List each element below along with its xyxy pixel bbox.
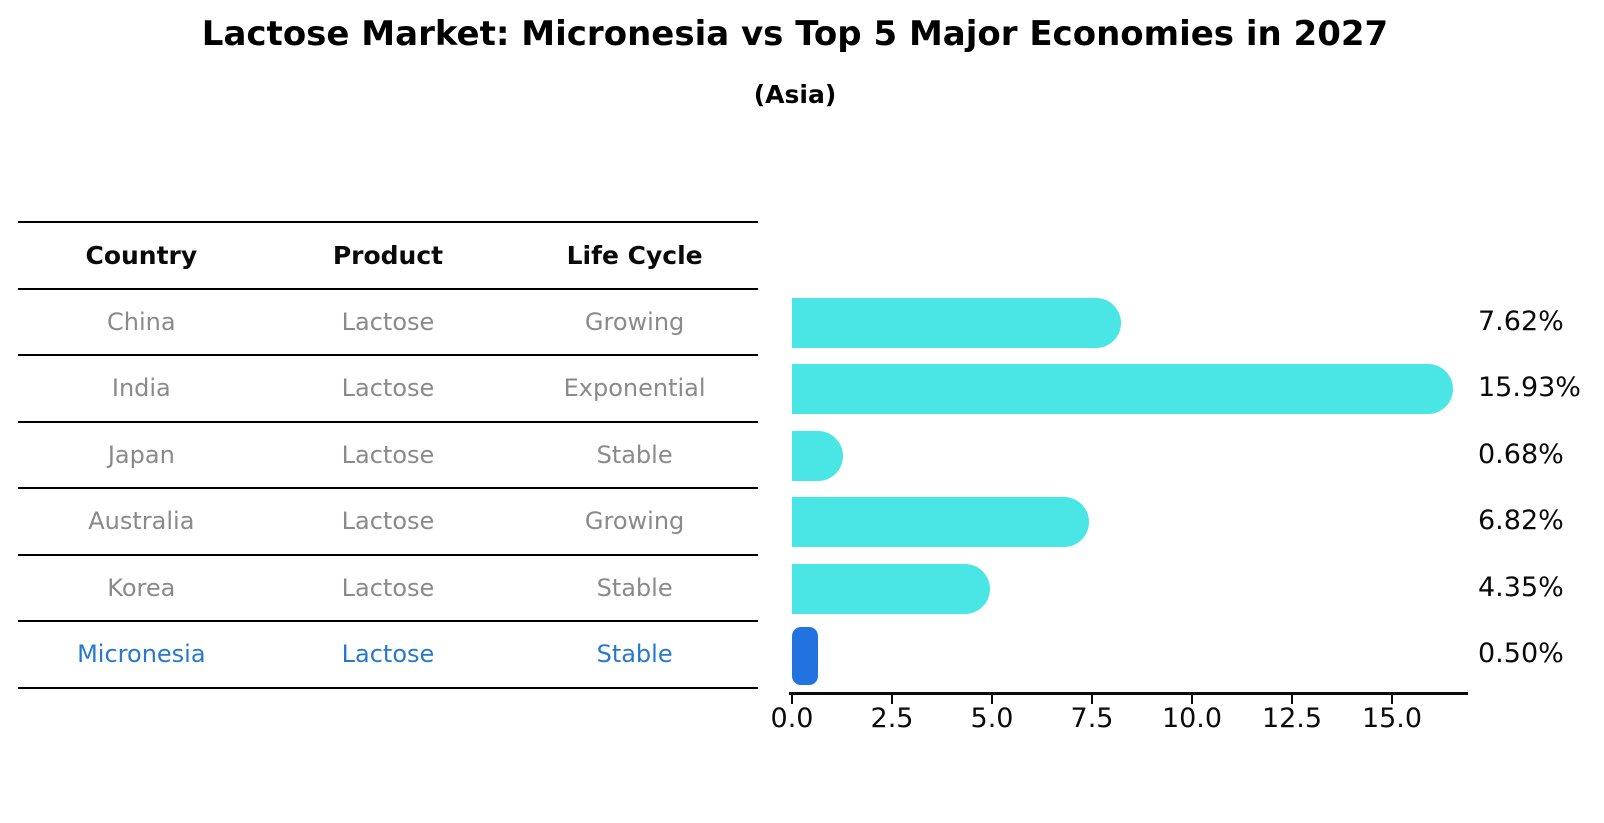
cell-product: Lactose	[341, 507, 435, 536]
country-table: Country Product Life Cycle China Lactose G…	[18, 221, 758, 689]
x-axis-tick	[1391, 695, 1393, 704]
cell-life-cycle: Stable	[596, 440, 673, 469]
x-axis-tick	[991, 695, 993, 704]
cell-country: Japan	[107, 440, 175, 469]
value-label-china: 7.62%	[1478, 305, 1564, 337]
cell-country: India	[111, 374, 171, 403]
table-row-india: India Lactose Exponential	[18, 356, 758, 423]
value-label-micronesia: 0.50%	[1478, 638, 1564, 670]
x-axis-tick	[1191, 695, 1193, 704]
x-axis-tick	[1091, 695, 1093, 704]
cell-product: Lactose	[341, 374, 435, 403]
cell-product: Lactose	[341, 640, 435, 669]
x-axis-tick	[1291, 695, 1293, 704]
chart-title: Lactose Market: Micronesia vs Top 5 Majo…	[201, 14, 1389, 54]
x-axis-tick-label: 15.0	[1361, 703, 1423, 734]
x-axis-line	[789, 692, 1468, 695]
column-header-life-cycle: Life Cycle	[566, 240, 703, 270]
cell-life-cycle: Growing	[584, 507, 685, 536]
x-axis-tick-label: 12.5	[1261, 703, 1323, 734]
table-row-korea: Korea Lactose Stable	[18, 556, 758, 622]
x-axis-tick-label: 5.0	[970, 703, 1014, 734]
table-body: China Lactose Growing India Lactose Exponenti…	[18, 290, 758, 689]
table-row-australia: Australia Lactose Growing	[18, 489, 758, 556]
bar-korea	[792, 563, 990, 614]
value-label-australia: 6.82%	[1478, 505, 1564, 537]
column-header-country: Country	[85, 240, 198, 270]
column-header-product: Product	[332, 240, 444, 270]
x-axis-tick-label: 2.5	[870, 703, 914, 734]
cell-product: Lactose	[341, 307, 435, 336]
x-axis-tick	[791, 695, 793, 704]
cell-life-cycle: Stable	[596, 640, 673, 669]
x-axis-tick-label: 7.5	[1070, 703, 1114, 734]
bar-japan	[792, 430, 843, 481]
value-label-japan: 0.68%	[1478, 438, 1564, 470]
bar-micronesia	[792, 627, 818, 686]
cell-country: Australia	[88, 507, 195, 536]
cell-product: Lactose	[341, 440, 435, 469]
cell-product: Lactose	[341, 573, 435, 602]
cell-life-cycle: Exponential	[563, 374, 706, 403]
bar-australia	[792, 497, 1089, 548]
cell-country: Micronesia	[77, 640, 206, 669]
cell-country: China	[107, 307, 176, 336]
cell-life-cycle: Stable	[596, 573, 673, 602]
table-row-china: China Lactose Growing	[18, 290, 758, 356]
table-row-japan: Japan Lactose Stable	[18, 423, 758, 489]
x-axis-tick	[891, 695, 893, 704]
bar-china	[792, 297, 1121, 348]
x-axis-tick-label: 0.0	[770, 703, 814, 734]
cell-life-cycle: Growing	[584, 307, 685, 336]
value-label-korea: 4.35%	[1478, 571, 1564, 603]
bar-india	[792, 364, 1453, 415]
table-row-micronesia: Micronesia Lactose Stable	[18, 622, 758, 689]
value-label-india: 15.93%	[1478, 372, 1581, 404]
table-header-row: Country Product Life Cycle	[18, 223, 758, 290]
chart-subtitle: (Asia)	[753, 80, 837, 109]
cell-country: Korea	[107, 573, 176, 602]
x-axis-tick-label: 10.0	[1161, 703, 1223, 734]
